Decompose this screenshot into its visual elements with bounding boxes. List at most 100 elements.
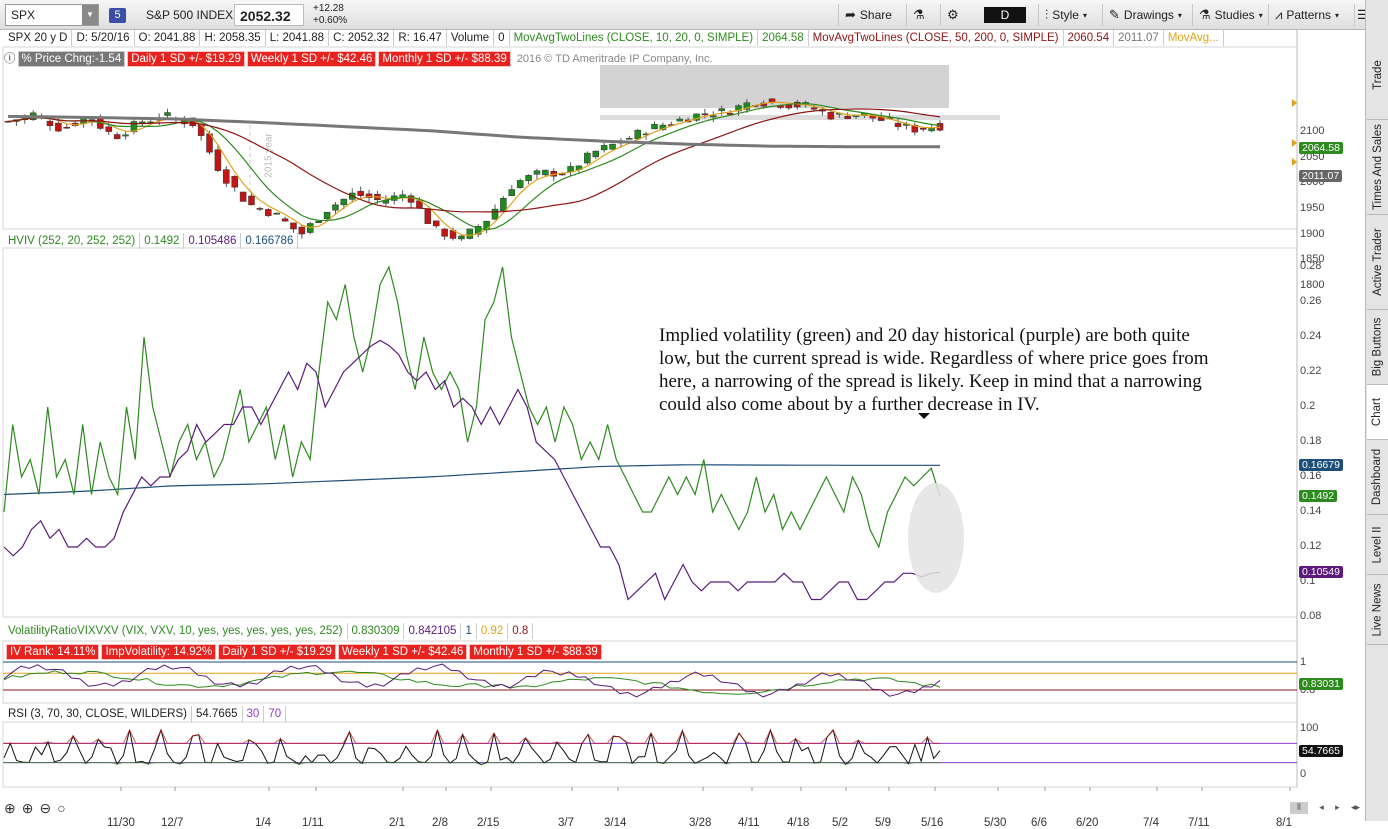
period-select[interactable]: D (984, 7, 1026, 23)
iv-percentile-line (3, 464, 940, 496)
crosshair-icon[interactable]: ⊕ (4, 800, 16, 816)
x-axis-label: 2/15 (477, 817, 500, 829)
hviv-value-2: 0.105486 (184, 233, 242, 249)
share-icon: ➦ (845, 7, 856, 22)
year-label: 2015 year (263, 133, 275, 178)
hviv-axis-label: 0.28 (1300, 260, 1322, 272)
gear-icon: ⚙ (947, 7, 959, 22)
hviv-study-label[interactable]: HVIV (252, 20, 252, 252) (4, 233, 141, 249)
scroll-left-icon[interactable]: ◂ (1319, 802, 1324, 812)
candle-body (491, 208, 499, 220)
chart-area: SPX 20 y D D: 5/20/16 O: 2041.88 H: 2058… (0, 30, 1365, 829)
candle-body (365, 193, 373, 198)
candle-body (483, 220, 490, 230)
vr-study-label[interactable]: VolatilityRatioVIXVXV (VIX, VXV, 10, yes… (4, 623, 348, 639)
drawings-button[interactable]: ✎ Drawings ▾ (1102, 4, 1188, 26)
price-axis-label: 1800 (1300, 279, 1325, 291)
candle-body (718, 108, 725, 112)
link-group-badge[interactable]: 5 (109, 8, 126, 23)
candle-body (584, 152, 591, 164)
side-tab-trade[interactable]: Trade (1367, 30, 1388, 120)
share-button[interactable]: ➦ Share (838, 4, 898, 26)
collapse-info-icon[interactable]: ⓘ (4, 53, 16, 65)
candle-body (281, 218, 289, 222)
settings-button[interactable]: ⚙ (940, 4, 965, 26)
scroll-thumb[interactable]: ⦀ (1290, 802, 1308, 814)
pencil-icon: ✎ (1109, 7, 1120, 22)
candle-body (290, 222, 297, 230)
iv-blue-tag: 0.16679 (1299, 459, 1343, 472)
bar-low: L: 2041.88 (266, 30, 330, 46)
vr-daily-sd-badge: Daily 1 SD +/- $19.29 (218, 644, 336, 660)
rsi-tag: 54.7665 (1299, 744, 1343, 757)
side-tab-dashboard[interactable]: Dashboard (1367, 440, 1388, 515)
side-tab-times-and-sales[interactable]: Times And Sales (1367, 120, 1388, 215)
hviv-info-bar: HVIV (252, 20, 252, 252) 0.1492 0.105486… (4, 233, 299, 249)
chevron-down-icon[interactable]: ▼ (82, 5, 98, 25)
price-badges: ⓘ % Price Chng:-1.54 Daily 1 SD +/- $19.… (4, 51, 717, 67)
flask-icon: ⚗ (913, 7, 925, 22)
style-button[interactable]: ⫶ Style ▾ (1038, 4, 1093, 26)
x-axis-label: 5/30 (984, 817, 1007, 829)
chevron-down-icon: ▾ (1258, 10, 1263, 20)
x-axis-label: 3/7 (558, 817, 574, 829)
x-axis-label: 4/18 (787, 817, 810, 829)
candle-body (936, 123, 944, 131)
patterns-icon: ⩘ (1275, 7, 1283, 22)
price-change-badge: % Price Chng:-1.54 (17, 51, 126, 67)
hviv-axis-label: 0.08 (1300, 610, 1322, 622)
candle-body (600, 145, 608, 151)
zoom-in-icon[interactable]: ⊕ (21, 800, 34, 816)
ma-study-1-label[interactable]: MovAvgTwoLines (CLOSE, 10, 20, 0, SIMPLE… (510, 30, 759, 46)
side-tab-chart[interactable]: Chart (1367, 385, 1388, 440)
side-tab-active-trader[interactable]: Active Trader (1367, 215, 1388, 310)
candle-body (844, 115, 851, 119)
candle-body (340, 198, 348, 206)
x-axis-label: 4/11 (738, 817, 760, 829)
price-axis-label: 1850 (1300, 253, 1325, 266)
ma-study-3-label[interactable]: MovAvg... (1164, 30, 1224, 46)
flask-button[interactable]: ⚗ (906, 4, 931, 26)
ma-study-2-value-2: 2011.07 (1114, 30, 1164, 46)
patterns-button[interactable]: ⩘ Patterns ▾ (1268, 4, 1345, 26)
scroll-controls: ⦀ ◂ ▸ ◂▸ (1290, 802, 1360, 814)
side-tab-big-buttons[interactable]: Big Buttons (1367, 310, 1388, 385)
monthly-sd-badge: Monthly 1 SD +/- $88.39 (378, 51, 511, 67)
vr-value-1: 0.830309 (348, 623, 405, 639)
ma-study-2-label[interactable]: MovAvgTwoLines (CLOSE, 50, 200, 0, SIMPL… (809, 30, 1064, 46)
zoom-out-icon[interactable]: ⊖ (39, 800, 52, 816)
side-tab-level-ii[interactable]: Level II (1367, 515, 1388, 575)
candle-body (676, 118, 683, 122)
hviv-axis-label: 0.26 (1300, 295, 1322, 307)
symbol-input[interactable]: SPX ▼ (5, 4, 99, 26)
candle-body (55, 122, 62, 132)
ma-price-tag: 2064.58 (1299, 142, 1343, 155)
side-tab-live-news[interactable]: Live News (1367, 575, 1388, 645)
x-axis-label: 2/1 (389, 817, 405, 829)
candle-body (248, 195, 255, 206)
zoom-reset-icon[interactable]: ○ (57, 800, 66, 816)
hv-purple-tag: 0.10549 (1299, 566, 1343, 579)
candle-body (432, 220, 440, 227)
studies-button[interactable]: ⚗ Studies ▾ (1192, 4, 1269, 26)
x-axis-label: 3/14 (604, 817, 627, 829)
vr-value-5: 0.8 (508, 623, 534, 639)
scroll-right-icon[interactable]: ▸ (1335, 802, 1340, 812)
vr-purple-line (3, 663, 941, 698)
vr-info-bar: VolatilityRatioVIXVXV (VIX, VXV, 10, yes… (4, 623, 534, 639)
rsi-line (3, 728, 941, 766)
candle-body (466, 228, 474, 239)
candle-body (508, 189, 516, 197)
candle-body (516, 180, 524, 188)
alert-marker-2 (1292, 158, 1297, 166)
menu-button[interactable]: ☰ (1354, 4, 1371, 26)
expand-icon[interactable]: ◂▸ (1350, 802, 1360, 812)
hviv-axis-label: 0.12 (1300, 540, 1322, 552)
support-band (600, 115, 1000, 120)
ma200-line (7, 114, 940, 149)
chart-canvas[interactable] (0, 30, 1365, 821)
rsi-study-label[interactable]: RSI (3, 70, 30, CLOSE, WILDERS) (4, 706, 192, 722)
candle-body (265, 209, 272, 216)
weekly-sd-badge: Weekly 1 SD +/- $42.46 (246, 51, 377, 67)
rsi-overbought: 70 (264, 706, 287, 722)
